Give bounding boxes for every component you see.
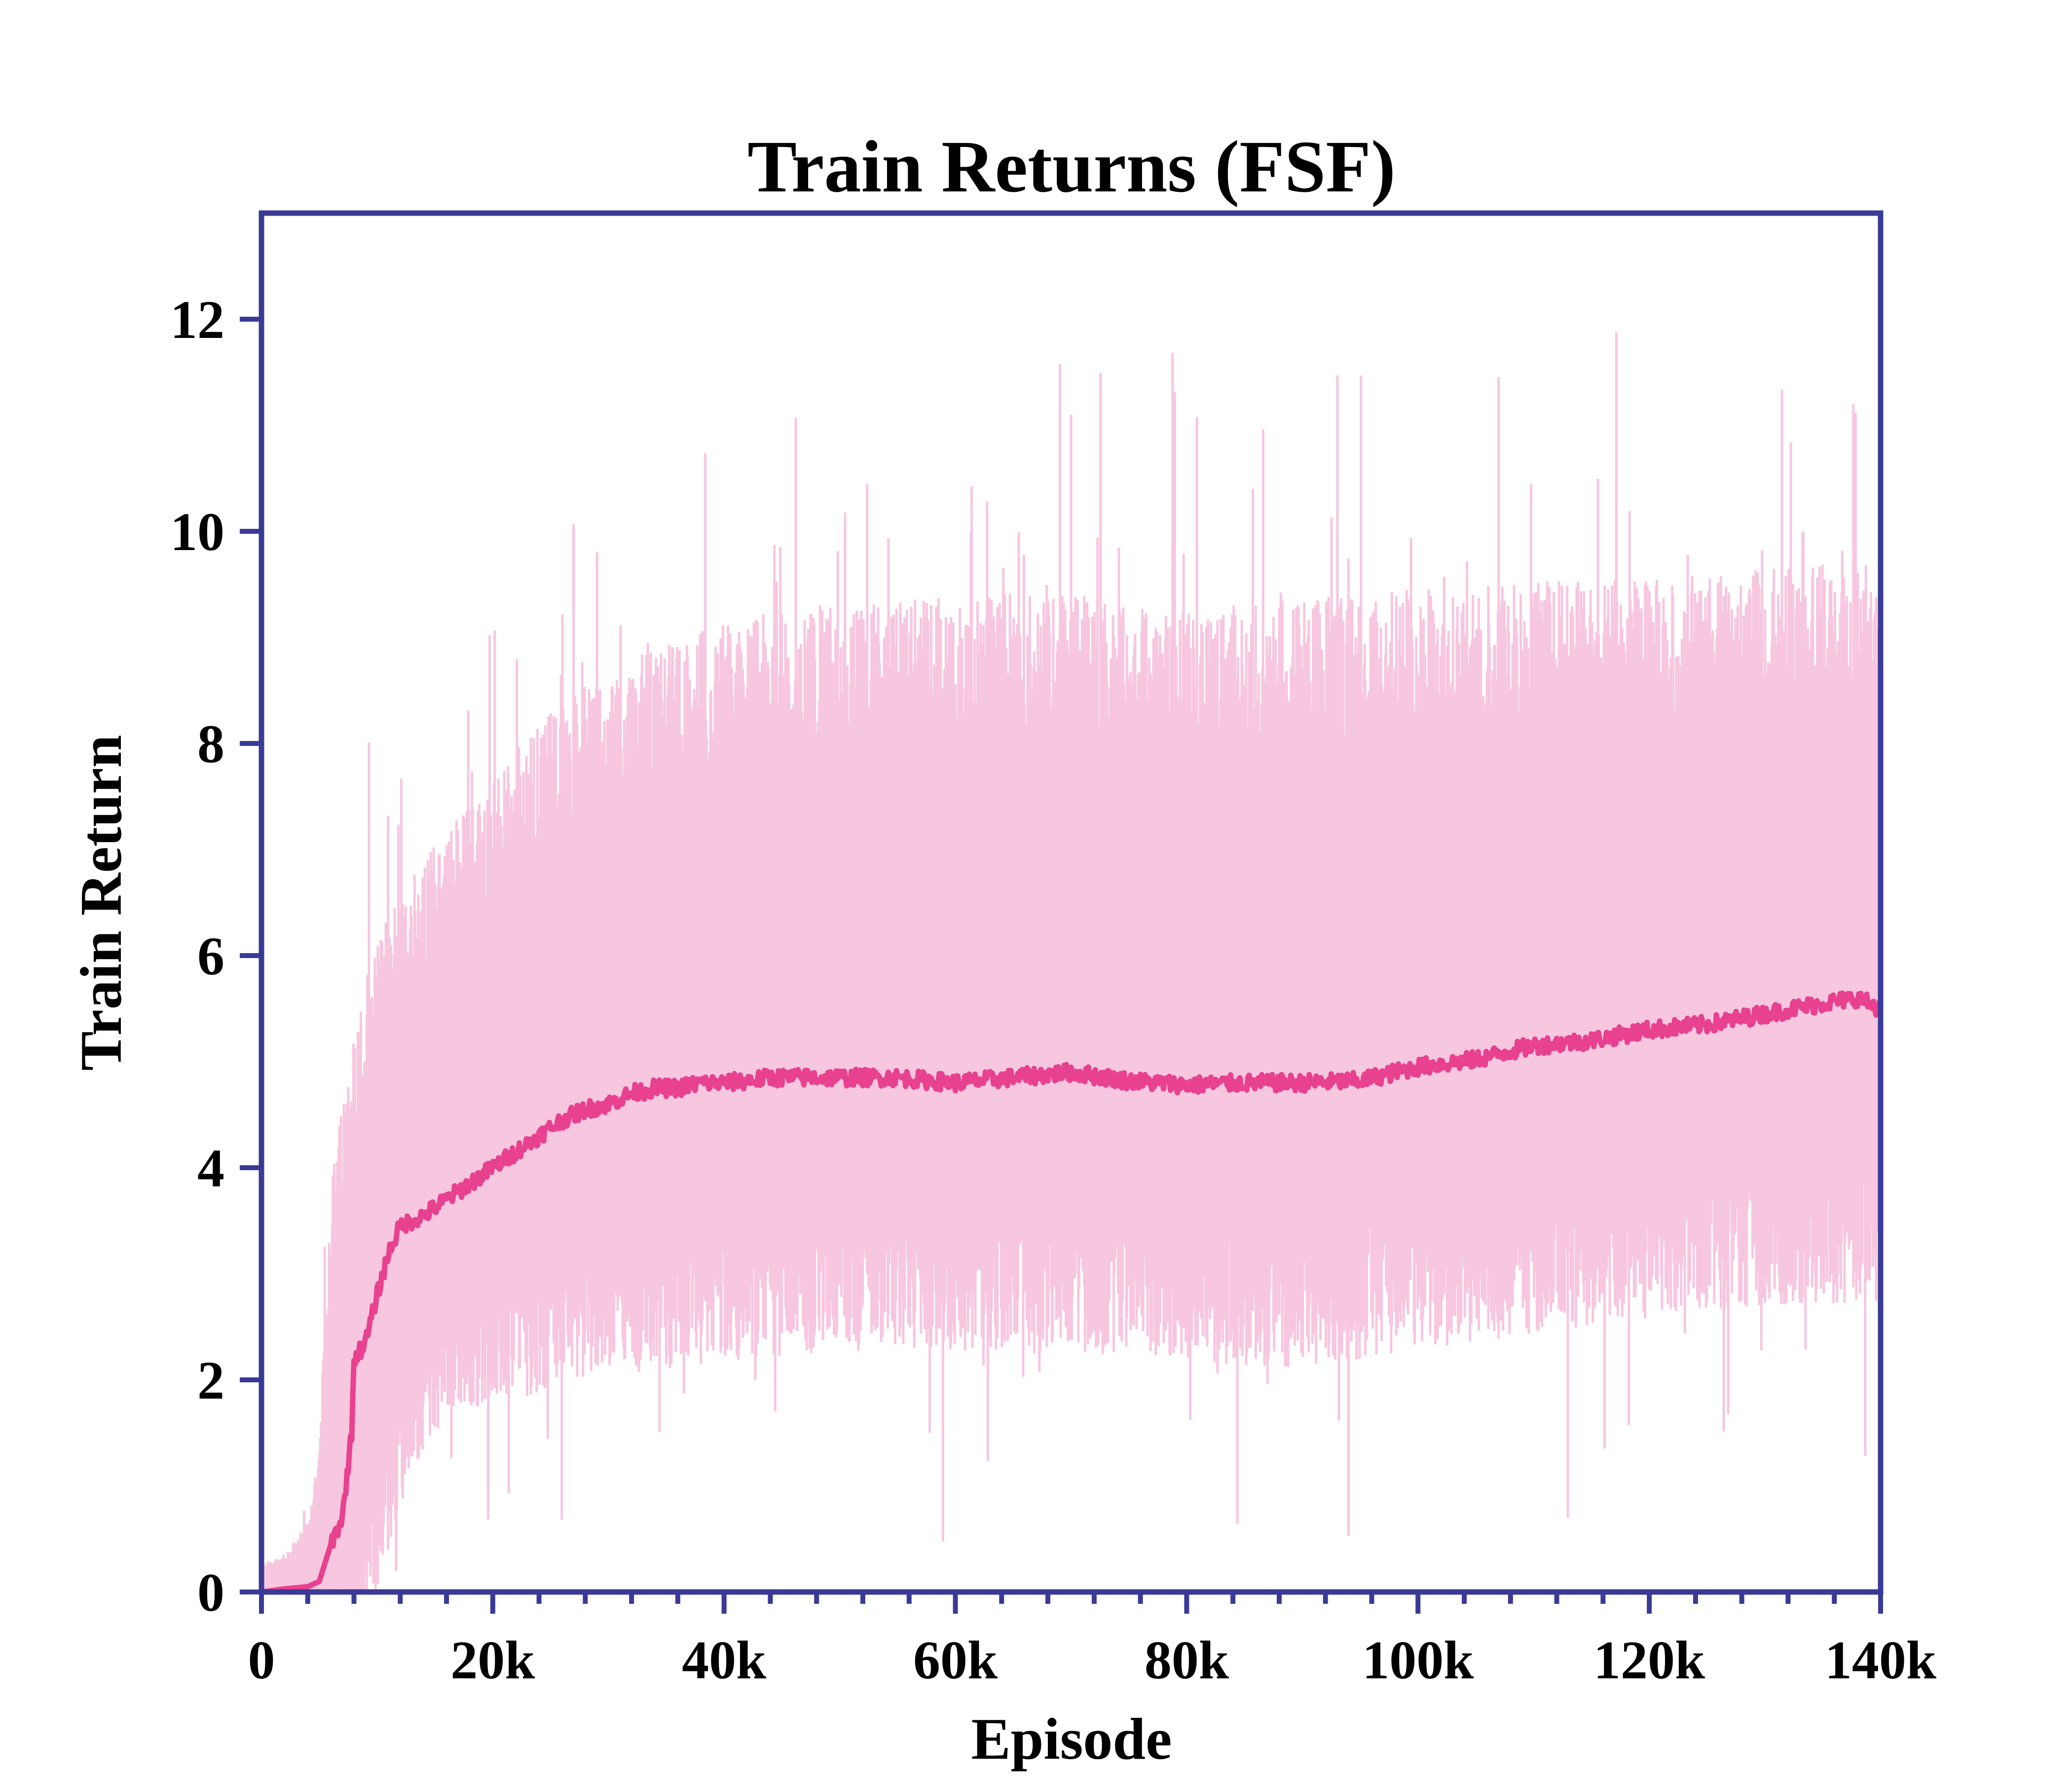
mean-return-line: [261, 990, 1881, 1592]
x-tick-label: 40k: [682, 1630, 767, 1690]
x-tick-label: 120k: [1593, 1630, 1705, 1690]
plot-area: [261, 333, 1881, 1592]
x-tick-label: 80k: [1145, 1630, 1229, 1690]
y-axis-ticks: 0 2 4 6 8 10 12: [170, 290, 261, 1623]
y-tick-label: 2: [197, 1350, 224, 1410]
y-tick-label: 10: [170, 502, 224, 562]
x-axis-label: Episode: [971, 1706, 1172, 1772]
x-tick-label: 140k: [1825, 1630, 1937, 1690]
data-layer: [261, 333, 1881, 1592]
x-axis-ticks: 0 20k 40k 60k 80k 100k 120k 140k: [248, 1592, 1937, 1690]
x-tick-label: 20k: [450, 1630, 535, 1690]
y-axis-label: Train Return: [68, 735, 134, 1071]
chart-title: Train Returns (FSF): [747, 126, 1396, 208]
plot-frame: [259, 210, 1884, 1595]
y-tick-label: 12: [170, 290, 224, 350]
x-tick-label: 100k: [1362, 1630, 1474, 1690]
y-tick-label: 8: [197, 714, 224, 774]
y-tick-label: 6: [197, 926, 224, 986]
y-tick-label: 4: [197, 1138, 224, 1198]
x-tick-label: 0: [248, 1630, 275, 1690]
spread-band: [261, 333, 1881, 1592]
x-tick-label: 60k: [913, 1630, 998, 1690]
y-tick-label: 0: [197, 1562, 224, 1623]
